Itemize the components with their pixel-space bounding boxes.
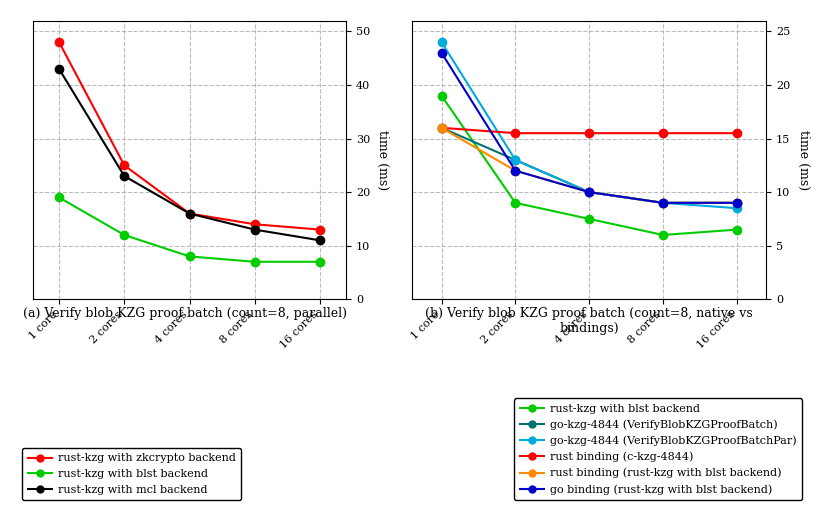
rust binding (rust-kzg with blst backend) xyxy=(510,168,520,174)
rust-kzg with zkcrypto backend xyxy=(185,211,194,217)
Line: rust binding (rust-kzg with blst backend): rust binding (rust-kzg with blst backend… xyxy=(438,124,741,207)
rust-kzg with mcl backend xyxy=(185,211,194,217)
go-kzg-4844 (VerifyBlobKZGProofBatch) xyxy=(584,189,594,195)
Line: go-kzg-4844 (VerifyBlobKZGProofBatch): go-kzg-4844 (VerifyBlobKZGProofBatch) xyxy=(438,124,741,207)
rust-kzg with blst backend xyxy=(732,227,742,233)
rust-kzg with mcl backend xyxy=(119,173,129,179)
go-kzg-4844 (VerifyBlobKZGProofBatchPar) xyxy=(510,157,520,163)
rust-kzg with zkcrypto backend xyxy=(119,162,129,168)
rust-kzg with blst backend xyxy=(437,92,447,99)
go-kzg-4844 (VerifyBlobKZGProofBatchPar) xyxy=(658,200,668,206)
go binding (rust-kzg with blst backend) xyxy=(732,200,742,206)
Line: go binding (rust-kzg with blst backend): go binding (rust-kzg with blst backend) xyxy=(438,49,741,207)
Line: rust-kzg with mcl backend: rust-kzg with mcl backend xyxy=(55,64,324,245)
rust binding (c-kzg-4844) xyxy=(510,130,520,136)
go-kzg-4844 (VerifyBlobKZGProofBatch) xyxy=(510,157,520,163)
rust binding (c-kzg-4844) xyxy=(437,125,447,131)
rust binding (c-kzg-4844) xyxy=(732,130,742,136)
go binding (rust-kzg with blst backend) xyxy=(658,200,668,206)
Legend: rust-kzg with zkcrypto backend, rust-kzg with blst backend, rust-kzg with mcl ba: rust-kzg with zkcrypto backend, rust-kzg… xyxy=(22,448,241,500)
rust binding (c-kzg-4844) xyxy=(658,130,668,136)
rust binding (rust-kzg with blst backend) xyxy=(584,189,594,195)
rust-kzg with zkcrypto backend xyxy=(315,227,325,233)
go binding (rust-kzg with blst backend) xyxy=(584,189,594,195)
rust-kzg with mcl backend xyxy=(250,227,260,233)
go-kzg-4844 (VerifyBlobKZGProofBatch) xyxy=(658,200,668,206)
Text: (a) Verify blob KZG proof batch (count=8, parallel): (a) Verify blob KZG proof batch (count=8… xyxy=(23,307,348,320)
Line: rust-kzg with blst backend: rust-kzg with blst backend xyxy=(438,91,741,239)
rust-kzg with zkcrypto backend xyxy=(54,39,64,45)
go binding (rust-kzg with blst backend) xyxy=(437,50,447,56)
rust-kzg with zkcrypto backend xyxy=(250,221,260,228)
rust binding (rust-kzg with blst backend) xyxy=(437,125,447,131)
Legend: rust-kzg with blst backend, go-kzg-4844 (VerifyBlobKZGProofBatch), go-kzg-4844 (: rust-kzg with blst backend, go-kzg-4844 … xyxy=(514,398,802,500)
rust binding (c-kzg-4844) xyxy=(584,130,594,136)
rust-kzg with blst backend xyxy=(250,259,260,265)
Line: rust-kzg with blst backend: rust-kzg with blst backend xyxy=(55,194,324,266)
rust-kzg with blst backend xyxy=(658,232,668,238)
go-kzg-4844 (VerifyBlobKZGProofBatchPar) xyxy=(437,39,447,45)
rust-kzg with mcl backend xyxy=(315,237,325,244)
Y-axis label: time (ms): time (ms) xyxy=(377,130,390,190)
go-kzg-4844 (VerifyBlobKZGProofBatchPar) xyxy=(732,205,742,211)
rust-kzg with blst backend xyxy=(510,200,520,206)
Line: rust-kzg with zkcrypto backend: rust-kzg with zkcrypto backend xyxy=(55,38,324,234)
Line: rust binding (c-kzg-4844): rust binding (c-kzg-4844) xyxy=(438,124,741,137)
rust-kzg with blst backend xyxy=(119,232,129,238)
go-kzg-4844 (VerifyBlobKZGProofBatch) xyxy=(437,125,447,131)
go binding (rust-kzg with blst backend) xyxy=(510,168,520,174)
rust-kzg with blst backend xyxy=(584,216,594,222)
rust-kzg with mcl backend xyxy=(54,66,64,72)
go-kzg-4844 (VerifyBlobKZGProofBatch) xyxy=(732,200,742,206)
Y-axis label: time (ms): time (ms) xyxy=(797,130,810,190)
rust binding (rust-kzg with blst backend) xyxy=(732,200,742,206)
Line: go-kzg-4844 (VerifyBlobKZGProofBatchPar): go-kzg-4844 (VerifyBlobKZGProofBatchPar) xyxy=(438,38,741,213)
go-kzg-4844 (VerifyBlobKZGProofBatchPar) xyxy=(584,189,594,195)
rust-kzg with blst backend xyxy=(315,259,325,265)
rust binding (rust-kzg with blst backend) xyxy=(658,200,668,206)
rust-kzg with blst backend xyxy=(185,253,194,260)
Text: (b) Verify blob KZG proof batch (count=8, native vs
bindings): (b) Verify blob KZG proof batch (count=8… xyxy=(425,307,753,335)
rust-kzg with blst backend xyxy=(54,195,64,201)
